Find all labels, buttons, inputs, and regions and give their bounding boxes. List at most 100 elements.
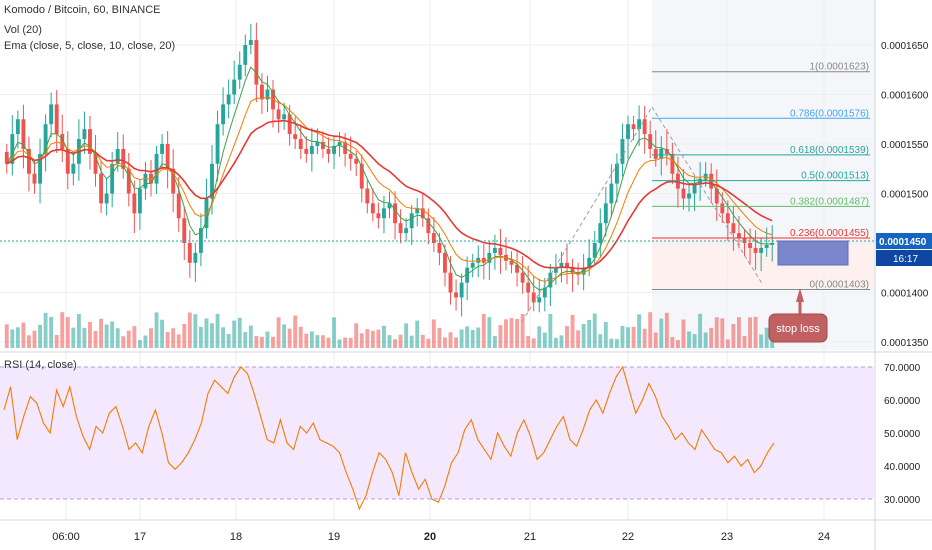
volume-bar xyxy=(415,320,420,348)
candle-body xyxy=(498,247,503,255)
candle-body xyxy=(309,145,314,154)
stop-loss-label: stop loss xyxy=(776,323,820,335)
volume-bar xyxy=(54,334,59,348)
volume-bar xyxy=(315,335,320,348)
volume-bar xyxy=(592,313,597,348)
rsi-tick-label: 60.0000 xyxy=(884,396,921,407)
volume-bar xyxy=(370,330,375,348)
volume-bar xyxy=(681,319,686,348)
volume-bar xyxy=(21,322,26,348)
volume-bar xyxy=(348,337,353,348)
candle-body xyxy=(537,297,542,303)
volume-bar xyxy=(437,327,442,348)
volume-bar xyxy=(337,339,342,348)
candle-body xyxy=(592,243,597,258)
volume-bar xyxy=(382,325,386,348)
fib-level-label: 0.5(0.0001513) xyxy=(801,171,869,182)
volume-bar xyxy=(664,312,669,348)
price-axis-labels[interactable]: 0.0001650 0.0001600 0.0001550 0.0001500 0.00… xyxy=(881,41,929,349)
candle-body xyxy=(404,228,409,234)
stop-loss-callout[interactable] xyxy=(768,313,828,343)
current-price-tag xyxy=(876,233,932,249)
fib-levels[interactable]: 1(0.0001623) 0.786(0.0001576) 0.618(0.0001… xyxy=(652,62,870,291)
volume-bar xyxy=(531,338,536,348)
candle-body xyxy=(720,203,725,214)
price-tick-label: 0.0001400 xyxy=(881,289,929,300)
volume-bar xyxy=(115,328,120,348)
volume-bar xyxy=(626,327,630,348)
volume-bar xyxy=(93,330,98,348)
candle-body xyxy=(681,188,686,199)
candle-body xyxy=(487,252,492,263)
candle-body xyxy=(382,208,386,219)
volume-bar xyxy=(614,339,619,348)
price-tick-label: 0.0001650 xyxy=(881,41,929,52)
volume-bar xyxy=(143,335,148,348)
candle-body xyxy=(376,213,381,219)
price-tick-label: 0.0001350 xyxy=(881,338,929,349)
volume-bar xyxy=(487,317,492,348)
volume-bar xyxy=(753,316,758,348)
countdown-tag xyxy=(876,250,932,266)
volume-bar xyxy=(548,313,553,348)
volume-bar xyxy=(520,314,525,348)
candle-body xyxy=(126,168,131,194)
candle-body xyxy=(531,292,536,303)
volume-bars xyxy=(4,312,775,348)
candle-body xyxy=(149,173,153,184)
candle-body xyxy=(237,64,242,80)
candle-body xyxy=(448,272,453,293)
fib-projection-zone xyxy=(652,0,875,350)
candle-body xyxy=(137,188,142,214)
volume-bar xyxy=(454,337,459,348)
volume-bar xyxy=(692,334,697,348)
volume-bar xyxy=(576,330,581,348)
volume-bar xyxy=(653,332,658,348)
volume-bar xyxy=(282,324,287,348)
candle-body xyxy=(692,183,697,194)
volume-bar xyxy=(226,333,231,348)
volume-bar xyxy=(637,314,642,348)
volume-bar xyxy=(343,337,348,348)
volume-bar xyxy=(709,327,714,348)
volume-bar xyxy=(259,336,264,348)
candle-body xyxy=(265,89,270,100)
candle-body xyxy=(248,40,253,45)
candle-body xyxy=(481,257,486,263)
volume-bar xyxy=(126,330,131,348)
candle-body xyxy=(415,208,420,214)
candle-body xyxy=(282,114,287,120)
candle-body xyxy=(737,233,741,239)
candle-body xyxy=(71,163,76,174)
volume-bar xyxy=(431,319,436,348)
volume-bar xyxy=(204,318,209,348)
volume-bar xyxy=(515,318,520,348)
time-tick-label: 22 xyxy=(622,531,634,543)
candle-body xyxy=(393,203,397,224)
candle-body xyxy=(254,40,259,85)
volume-bar xyxy=(149,328,153,348)
ema-10-line xyxy=(6,96,773,282)
target-box[interactable] xyxy=(777,240,849,266)
volume-bar xyxy=(232,320,237,348)
volume-bar xyxy=(137,339,142,348)
ema-legend: Ema (close, 5, close, 10, close, 20) xyxy=(4,40,176,52)
volume-bar xyxy=(409,335,414,348)
time-axis-labels[interactable]: 06:00 17 18 19 20 21 22 23 24 xyxy=(52,531,830,543)
candle-body xyxy=(587,257,592,268)
candle-body xyxy=(409,213,414,229)
candle-body xyxy=(642,119,647,135)
candle-body xyxy=(570,267,575,273)
volume-bar xyxy=(104,324,109,348)
volume-bar xyxy=(237,317,242,348)
volume-bar xyxy=(648,312,653,348)
candle-body xyxy=(259,84,264,100)
rsi-axis-labels[interactable]: 70.0000 60.0000 50.0000 40.0000 30.0000 xyxy=(884,363,921,506)
volume-bar xyxy=(182,323,187,348)
candle-body xyxy=(626,124,630,140)
ema-lines xyxy=(6,66,773,291)
volume-bar xyxy=(326,337,331,348)
volume-bar xyxy=(620,326,625,348)
candle-body xyxy=(659,148,664,159)
